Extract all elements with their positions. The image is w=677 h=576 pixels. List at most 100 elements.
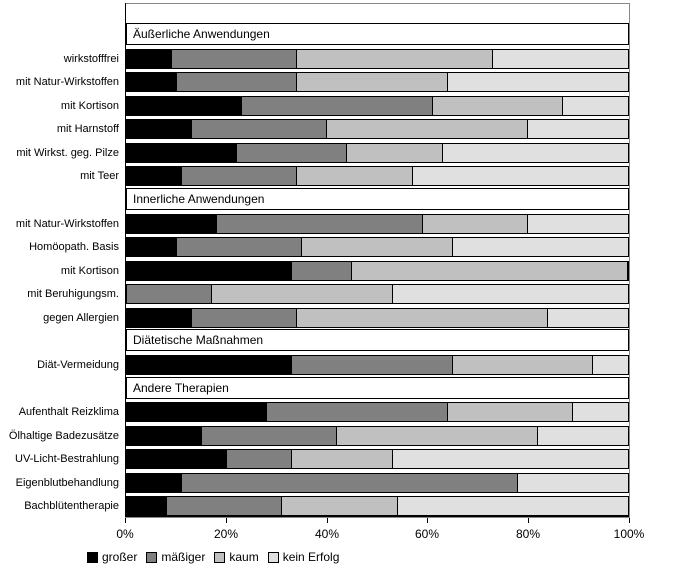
bar-segment <box>352 262 628 280</box>
axis-tick-label: 100% <box>613 527 645 541</box>
bar-segment <box>237 144 348 162</box>
bar-segment <box>192 120 328 138</box>
bar-segment <box>217 215 423 233</box>
category-label: UV-Licht-Bestrahlung <box>15 453 119 465</box>
bar-segments <box>127 356 628 374</box>
bar-segments <box>127 97 628 115</box>
legend-item: kein Erfolg <box>267 550 339 564</box>
category-label: mit Natur-Wirkstoffen <box>15 76 119 88</box>
legend-label: mäßiger <box>161 550 206 564</box>
bar-segment <box>347 144 443 162</box>
category-label: Aufenthalt Reizklima <box>18 406 119 418</box>
category-label: Diät-Vermeidung <box>37 359 119 371</box>
bar-segments <box>127 144 628 162</box>
bar-segment <box>127 497 168 515</box>
bar-segment <box>212 285 393 303</box>
bar-segment <box>297 167 413 185</box>
bar-segment <box>292 356 453 374</box>
category-label: mit Harnstoff <box>56 123 119 135</box>
bar <box>126 214 629 234</box>
axis-tick <box>226 518 227 523</box>
axis-tick <box>327 518 328 523</box>
bar-segments <box>127 285 628 303</box>
bar-segment <box>127 403 268 421</box>
bar-segment <box>127 450 228 468</box>
legend: großer mäßiger kaum kein Erfolg <box>87 549 348 565</box>
bar <box>126 96 629 116</box>
bar <box>126 496 629 516</box>
legend-label: kaum <box>229 550 259 564</box>
bar <box>126 426 629 446</box>
bar-segment <box>432 97 563 115</box>
axis-tick <box>629 518 630 523</box>
bar <box>126 237 629 257</box>
bar-segment <box>242 97 433 115</box>
bar-segment <box>297 73 448 91</box>
bar-segment <box>337 427 538 445</box>
category-label: Bachblütentherapie <box>24 500 119 512</box>
bar-segment <box>177 238 303 256</box>
section-header: Diätetische Maßnahmen <box>126 329 629 351</box>
bar-segment <box>127 238 178 256</box>
bar-segments <box>127 403 628 421</box>
category-label: mit Kortison <box>60 265 119 277</box>
bar-segments <box>127 238 628 256</box>
axis-tick <box>427 518 428 523</box>
bar-segments <box>127 262 628 280</box>
bar-segment <box>292 262 353 280</box>
bar-segment <box>327 120 528 138</box>
bar-segments <box>127 309 628 327</box>
category-label: gegen Allergien <box>43 312 119 324</box>
bar-segments <box>127 120 628 138</box>
section-header: Andere Therapien <box>126 377 629 399</box>
legend-swatch <box>214 551 226 563</box>
axis-tick-label: 80% <box>515 527 541 541</box>
bar <box>126 355 629 375</box>
bar-segment <box>127 97 243 115</box>
bar-segment <box>282 497 398 515</box>
bar-segments <box>127 474 628 492</box>
category-label: Ölhaltige Badezusätze <box>8 430 119 442</box>
bar-segment <box>452 356 593 374</box>
bar-segment <box>127 215 218 233</box>
bar-segments <box>127 427 628 445</box>
category-label: Eigenblutbehandlung <box>15 477 119 489</box>
section-header: Innerliche Anwendungen <box>126 188 629 210</box>
bar-segment <box>192 309 298 327</box>
bar-segment <box>447 403 573 421</box>
bar <box>126 119 629 139</box>
bar <box>126 166 629 186</box>
bar <box>126 284 629 304</box>
bar-segment <box>127 50 173 68</box>
bar-segment <box>127 427 203 445</box>
category-label: mit Beruhigungsm. <box>27 288 119 300</box>
bar-segment <box>227 450 293 468</box>
bar <box>126 72 629 92</box>
section-header: Äußerliche Anwendungen <box>126 23 629 45</box>
bar <box>126 143 629 163</box>
legend-swatch <box>267 551 279 563</box>
bar-segment <box>172 50 298 68</box>
bar-segments <box>127 73 628 91</box>
axis-tick <box>125 518 126 523</box>
bar-segments <box>127 50 628 68</box>
axis-tick-label: 0% <box>116 527 134 541</box>
bar-segment <box>127 356 293 374</box>
bar <box>126 449 629 469</box>
bar-segment <box>127 262 293 280</box>
bar-segment <box>182 474 518 492</box>
axis-tick-label: 60% <box>414 527 440 541</box>
bar-segment <box>302 238 453 256</box>
bar-segment <box>297 309 548 327</box>
bar <box>126 402 629 422</box>
category-label: mit Natur-Wirkstoffen <box>15 218 119 230</box>
category-label: mit Kortison <box>60 100 119 112</box>
bar-segment <box>167 497 283 515</box>
bar-segment <box>422 215 528 233</box>
bar-segment <box>127 167 183 185</box>
legend-swatch <box>87 551 98 563</box>
bar <box>126 308 629 328</box>
bar-segment <box>202 427 338 445</box>
bar <box>126 473 629 493</box>
